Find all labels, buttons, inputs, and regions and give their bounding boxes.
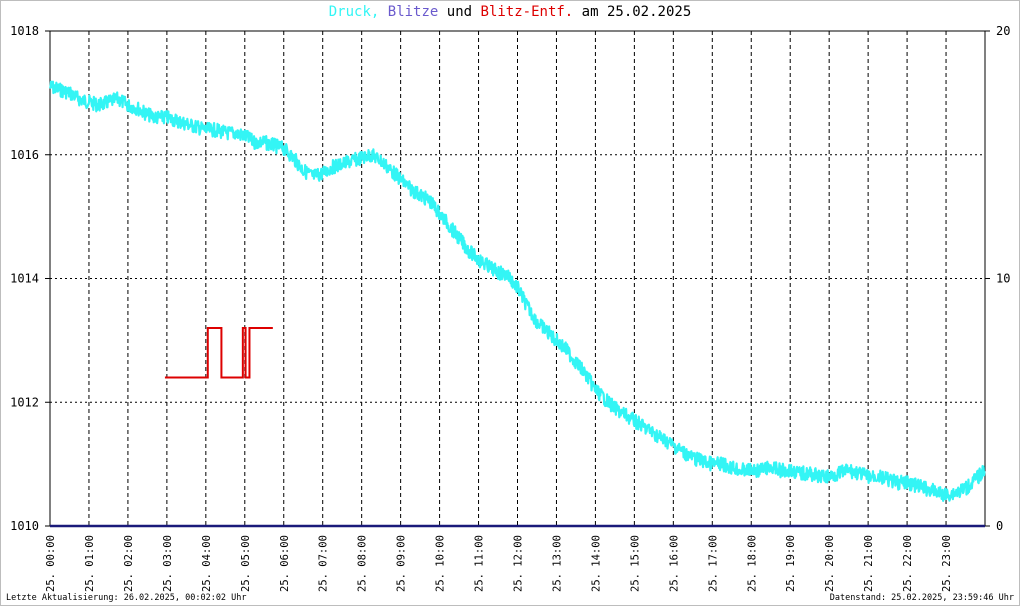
x-tick-label: 25. 03:00 xyxy=(162,535,174,592)
x-tick-label: 25. 09:00 xyxy=(396,535,408,592)
title-date: am 25.02.2025 xyxy=(581,4,692,20)
y-left-tick-label: 1018 xyxy=(10,24,39,38)
y-left-tick-label: 1016 xyxy=(10,148,39,162)
x-tick-label: 25. 00:00 xyxy=(45,535,57,592)
series-blitz-entf-line xyxy=(164,327,273,379)
x-tick-label: 25. 05:00 xyxy=(240,535,252,592)
title-blitze: Blitze xyxy=(387,4,439,20)
footer-data-status: Datenstand: 25.02.2025, 23:59:46 Uhr xyxy=(829,593,1014,603)
x-tick-label: 25. 17:00 xyxy=(707,535,719,592)
footer-last-update: Letzte Aktualisierung: 26.02.2025, 00:02… xyxy=(6,593,247,603)
chart-title: Druck, Blitze und Blitz-Entf. am 25.02.2… xyxy=(0,4,1020,20)
x-tick-label: 25. 20:00 xyxy=(824,535,836,592)
x-tick-label: 25. 18:00 xyxy=(746,535,758,592)
x-tick-label: 25. 22:00 xyxy=(902,535,914,592)
title-druck: Druck, xyxy=(328,4,380,20)
x-tick-label: 25. 02:00 xyxy=(123,535,135,592)
y-right-tick-label: 10 xyxy=(996,272,1010,286)
x-tick-label: 25. 12:00 xyxy=(513,535,525,592)
y-left-tick-label: 1014 xyxy=(10,272,39,286)
x-tick-label: 25. 14:00 xyxy=(590,535,602,592)
title-blitz-entf: Blitz-Entf. xyxy=(480,4,574,20)
y-right-tick-label: 0 xyxy=(996,519,1003,533)
x-tick-label: 25. 16:00 xyxy=(668,535,680,592)
x-tick-label: 25. 13:00 xyxy=(551,535,563,592)
x-tick-label: 25. 07:00 xyxy=(318,535,330,592)
y-right-tick-label: 20 xyxy=(996,24,1010,38)
x-tick-label: 25. 10:00 xyxy=(435,535,447,592)
y-left-tick-label: 1012 xyxy=(10,395,39,409)
x-tick-label: 25. 08:00 xyxy=(357,535,369,592)
series-druck-line xyxy=(48,80,986,502)
x-tick-label: 25. 15:00 xyxy=(629,535,641,592)
x-tick-label: 25. 06:00 xyxy=(279,535,291,592)
x-tick-label: 25. 04:00 xyxy=(201,535,213,592)
title-und: und xyxy=(446,4,473,20)
x-tick-label: 25. 19:00 xyxy=(785,535,797,592)
x-tick-label: 25. 21:00 xyxy=(863,535,875,592)
x-tick-label: 25. 11:00 xyxy=(474,535,486,592)
x-tick-label: 25. 23:00 xyxy=(941,535,953,592)
x-tick-label: 25. 01:00 xyxy=(84,535,96,592)
y-left-tick-label: 1010 xyxy=(10,519,39,533)
